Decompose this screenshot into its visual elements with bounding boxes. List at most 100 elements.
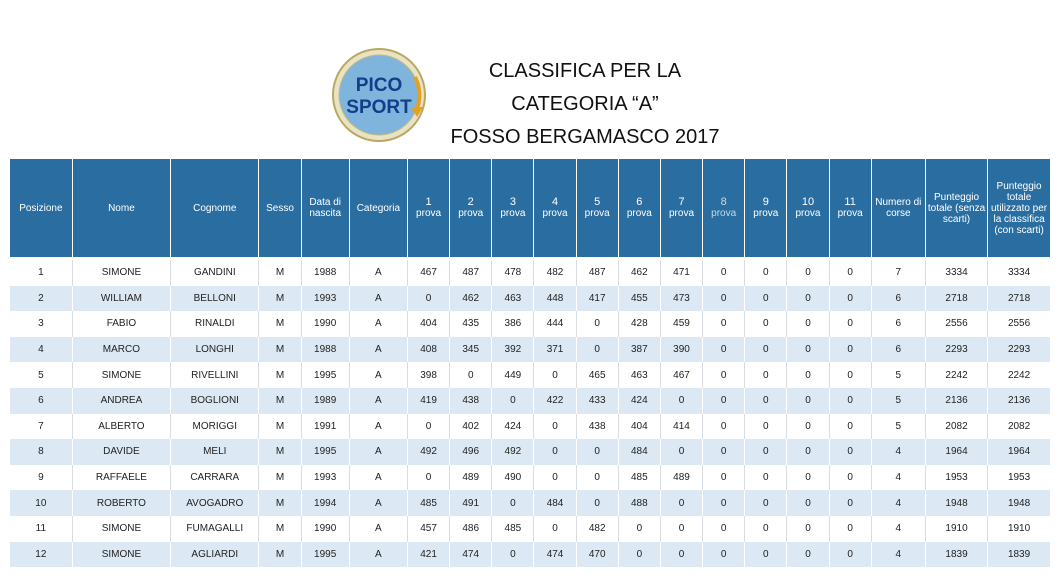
cell-prova-10: 0	[786, 256, 830, 286]
cell-sesso: M	[258, 311, 302, 337]
cell-sesso: M	[258, 336, 302, 363]
header-prova-label: prova	[584, 208, 610, 219]
cell-prova-8: 0	[702, 515, 745, 542]
cell-prova-8: 0	[702, 285, 745, 312]
cell-prova-10: 0	[786, 362, 830, 388]
header-prova-label: prova	[668, 208, 694, 219]
cell-cognome: BELLONI	[170, 285, 259, 312]
logo-line2: SPORT	[346, 97, 412, 118]
cell-prova-1: 421	[406, 541, 450, 568]
cell-prova-5: 433	[575, 387, 619, 414]
cell-prova-2: 345	[449, 336, 492, 363]
header-prova-label: prova	[795, 208, 821, 219]
header-prova-number: 3	[509, 196, 516, 208]
header-prova-3: 3 prova	[491, 159, 534, 259]
cell-prova-10: 0	[786, 285, 830, 312]
cell-prova-4: 0	[533, 439, 577, 465]
cell-prova-9: 0	[744, 387, 787, 414]
logo-line1: PICO	[356, 75, 402, 96]
cell-sesso: M	[258, 387, 302, 414]
cell-prova-11: 0	[828, 413, 872, 440]
cell-punteggio-totale: 3334	[924, 256, 988, 286]
cell-categoria: A	[348, 541, 408, 568]
cell-prova-6: 455	[617, 285, 661, 312]
title-line2: CATEGORIA “A”	[511, 93, 659, 115]
cell-prova-2: 489	[449, 464, 492, 491]
cell-numero-corse: 7	[870, 256, 926, 286]
cell-prova-3: 392	[491, 336, 534, 363]
header-sesso: Sesso	[258, 159, 302, 259]
cell-prova-1: 419	[406, 387, 450, 414]
cell-posizione: 10	[10, 490, 73, 516]
header-prova-7: 7 prova	[659, 159, 703, 259]
cell-posizione: 1	[10, 256, 73, 286]
header-prova-10: 10 prova	[786, 159, 830, 259]
cell-prova-7: 0	[659, 387, 703, 414]
cell-prova-1: 467	[406, 256, 450, 286]
cell-data-nascita: 1994	[300, 490, 350, 516]
table-row: 9 RAFFAELE CARRARA M 1993 A 0 489 490 0 0 485 489 0 0 0…	[10, 464, 1050, 491]
table-body: 1 SIMONE GANDINI M 1988 A 467 487 478 482 487 462 47…	[10, 256, 1050, 568]
table-row: 2 WILLIAM BELLONI M 1993 A 0 462 463 448 417 455 473…	[10, 285, 1050, 312]
cell-prova-1: 408	[406, 336, 450, 363]
cell-prova-2: 438	[449, 387, 492, 414]
table-row: 10 ROBERTO AVOGADRO M 1994 A 485 491 0 484 0 488 0 0 0…	[10, 490, 1050, 516]
cell-prova-3: 463	[491, 285, 534, 312]
cell-nome: SIMONE	[71, 515, 171, 542]
cell-prova-10: 0	[786, 439, 830, 465]
cell-sesso: M	[258, 515, 302, 542]
cell-prova-11: 0	[828, 464, 872, 491]
header-prova-8: 8 prova	[702, 159, 745, 259]
header-prova-number: 7	[678, 196, 685, 208]
cell-punteggio-totale: 2136	[924, 387, 988, 414]
cell-prova-5: 0	[575, 439, 619, 465]
cell-punteggio-classifica: 1948	[987, 490, 1050, 516]
cell-prova-3: 386	[491, 311, 534, 337]
cell-posizione: 2	[10, 285, 73, 312]
cell-prova-3: 449	[491, 362, 534, 388]
cell-numero-corse: 4	[870, 541, 926, 568]
cell-prova-4: 0	[533, 413, 577, 440]
cell-prova-6: 0	[617, 541, 661, 568]
cell-prova-8: 0	[702, 311, 745, 337]
cell-prova-5: 0	[575, 336, 619, 363]
cell-prova-7: 414	[659, 413, 703, 440]
header-prova-label: prova	[416, 208, 442, 219]
cell-punteggio-totale: 1964	[924, 439, 988, 465]
cell-prova-1: 404	[406, 311, 450, 337]
cell-prova-5: 0	[575, 311, 619, 337]
classifica-table: Posizione Nome Cognome Sesso Data di nas…	[10, 159, 1050, 568]
cell-prova-3: 0	[491, 387, 534, 414]
cell-prova-6: 488	[617, 490, 661, 516]
cell-posizione: 8	[10, 439, 73, 465]
cell-categoria: A	[348, 439, 408, 465]
cell-sesso: M	[258, 362, 302, 388]
cell-numero-corse: 4	[870, 490, 926, 516]
cell-sesso: M	[258, 490, 302, 516]
header-row: Posizione Nome Cognome Sesso Data di nas…	[10, 159, 1050, 259]
cell-punteggio-classifica: 2082	[987, 413, 1050, 440]
cell-prova-7: 473	[659, 285, 703, 312]
cell-prova-8: 0	[702, 490, 745, 516]
cell-categoria: A	[348, 387, 408, 414]
cell-prova-7: 0	[659, 515, 703, 542]
cell-data-nascita: 1995	[300, 439, 350, 465]
cell-prova-5: 482	[575, 515, 619, 542]
cell-prova-9: 0	[744, 515, 787, 542]
cell-prova-9: 0	[744, 541, 787, 568]
table-row: 1 SIMONE GANDINI M 1988 A 467 487 478 482 487 462 47…	[10, 256, 1050, 286]
header-prova-4: 4 prova	[533, 159, 577, 259]
cell-prova-5: 417	[575, 285, 619, 312]
header-nome: Nome	[71, 159, 171, 259]
cell-prova-1: 0	[406, 413, 450, 440]
cell-punteggio-classifica: 2718	[987, 285, 1050, 312]
cell-numero-corse: 5	[870, 413, 926, 440]
cell-prova-2: 402	[449, 413, 492, 440]
table-row: 5 SIMONE RIVELLINI M 1995 A 398 0 449 0 465 463 467 0…	[10, 362, 1050, 388]
cell-prova-3: 490	[491, 464, 534, 491]
cell-punteggio-classifica: 2556	[987, 311, 1050, 337]
cell-prova-10: 0	[786, 311, 830, 337]
cell-cognome: CARRARA	[170, 464, 259, 491]
cell-prova-8: 0	[702, 439, 745, 465]
cell-prova-1: 0	[406, 285, 450, 312]
